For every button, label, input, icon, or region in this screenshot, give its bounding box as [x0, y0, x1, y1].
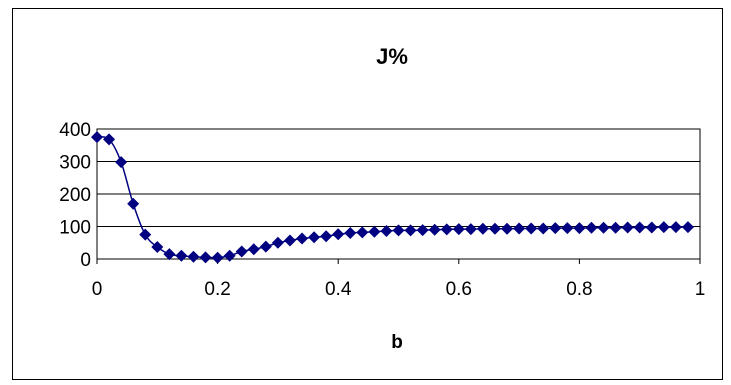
data-point [621, 221, 634, 234]
data-point [488, 222, 501, 235]
data-point [657, 221, 670, 234]
data-point [175, 249, 188, 262]
data-point [585, 221, 598, 234]
data-point [633, 221, 646, 234]
data-point [561, 222, 574, 235]
data-point [476, 222, 489, 235]
data-point [380, 225, 393, 238]
data-point [163, 248, 176, 261]
data-point [681, 221, 694, 234]
data-point [127, 197, 140, 210]
plot-border [96, 128, 701, 260]
y-tick-label: 400 [59, 120, 91, 141]
data-point [211, 251, 224, 264]
data-point [271, 236, 284, 249]
data-point [332, 228, 345, 241]
data-point [139, 228, 152, 241]
data-point [464, 223, 477, 236]
chart-area: J% 0 100 200 300 400 0 0.2 0.4 0.6 0.8 1 b [12, 8, 723, 380]
data-point [283, 234, 296, 247]
x-tick-label: 0.8 [566, 279, 592, 300]
gridlines [96, 128, 701, 264]
data-point [91, 131, 103, 144]
data-point [428, 223, 441, 236]
data-point [404, 224, 417, 237]
data-point [609, 221, 622, 234]
data-point [187, 250, 200, 263]
data-point [320, 230, 333, 243]
data-point [308, 231, 321, 244]
series-line [96, 136, 688, 259]
data-point [115, 156, 128, 169]
data-point [259, 240, 272, 253]
data-point [573, 222, 586, 235]
data-point [199, 251, 212, 264]
x-axis-tick-labels: 0 0.2 0.4 0.6 0.8 1 [92, 279, 706, 300]
data-point [440, 223, 453, 236]
x-tick-label: 0.4 [325, 279, 352, 300]
x-axis-label: b [391, 332, 403, 353]
line-chart: J% 0 100 200 300 400 0 0.2 0.4 0.6 0.8 1 b [59, 44, 706, 353]
data-point [549, 222, 562, 235]
data-point [247, 243, 260, 256]
data-point [416, 224, 429, 237]
x-tick-label: 0 [92, 279, 103, 300]
data-point [151, 240, 164, 253]
x-tick-label: 0.6 [446, 279, 472, 300]
data-point [452, 223, 465, 236]
data-point [356, 226, 369, 239]
x-tick-label: 1 [695, 279, 706, 300]
data-point [537, 222, 550, 235]
data-point [645, 221, 658, 234]
data-point [103, 133, 116, 146]
data-point [513, 222, 526, 235]
y-tick-label: 300 [59, 153, 91, 174]
data-point [669, 221, 682, 234]
series-j-percent [91, 131, 694, 264]
y-tick-label: 100 [59, 218, 91, 239]
chart-title: J% [376, 44, 408, 69]
y-axis-tick-labels: 0 100 200 300 400 [59, 120, 91, 271]
data-point [368, 225, 381, 238]
data-point [344, 227, 357, 239]
data-point [235, 245, 248, 258]
x-tick-label: 0.2 [204, 279, 230, 300]
data-point [501, 222, 514, 235]
y-tick-label: 0 [80, 250, 91, 271]
data-point [525, 222, 538, 235]
data-point [223, 249, 236, 262]
data-point [597, 221, 610, 234]
data-point [392, 224, 405, 237]
y-tick-label: 200 [59, 185, 91, 206]
data-point [296, 232, 309, 245]
